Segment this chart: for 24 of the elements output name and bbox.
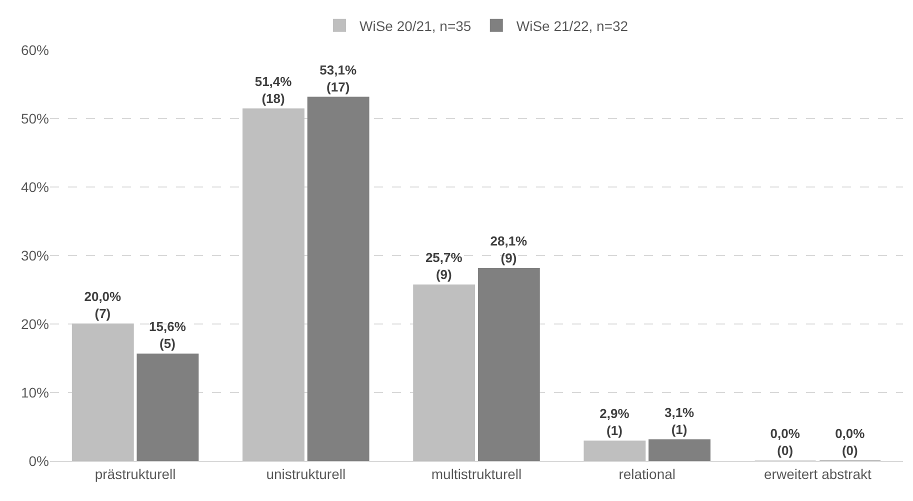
y-tick-label: 30% [20,247,49,264]
y-tick-label: 60% [20,42,49,58]
y-tick-label: 50% [20,110,49,126]
data-label: 51,4% (18) [254,74,292,106]
data-label: 3,1% (1) [664,404,695,437]
data-label: 0,0% (0) [770,426,800,458]
x-tick-label: unistrukturell [266,466,346,482]
x-tick-label: erweitert abstrakt [764,466,872,482]
y-tick-label: 0% [28,452,49,469]
x-tick-label: prästrukturell [94,466,176,482]
data-label: 28,1% (9) [490,234,528,266]
data-label: 20,0% (7) [84,289,122,321]
legend-label: WiSe 20/21, n=35 [360,18,472,34]
y-tick-label: 40% [20,178,49,195]
y-tick-label: 10% [20,384,49,400]
data-label: 2,9% (1) [600,406,630,438]
data-label: 15,6% (5) [149,319,186,352]
data-label: 25,7% (9) [425,250,463,282]
y-tick-label: 20% [20,316,49,332]
legend-label: WiSe 21/22, n=32 [516,18,628,34]
x-tick-label: multistrukturell [431,466,522,482]
x-tick-label: relational [618,466,676,482]
data-label: 53,1% (17) [320,62,357,94]
data-label: 0,0% (0) [835,426,866,458]
